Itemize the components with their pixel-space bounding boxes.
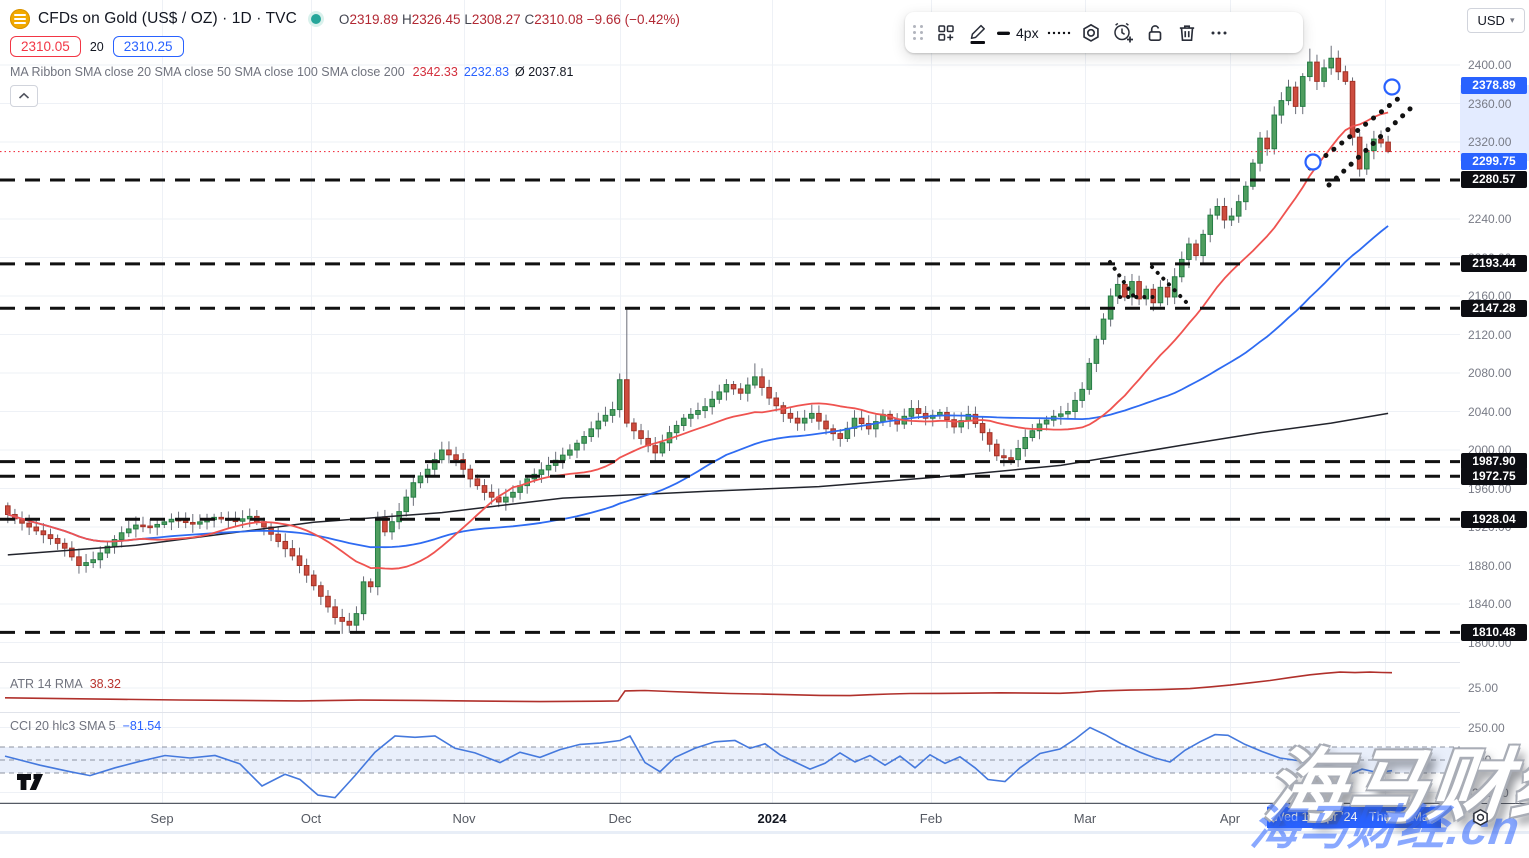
alert-clock-plus-icon: [1113, 22, 1133, 42]
line-width-value: 4px: [1016, 24, 1039, 41]
level-price-badge: 2280.57: [1461, 171, 1527, 189]
level-price-badge: 2193.44: [1461, 255, 1527, 273]
axis-tick: -250.00: [1468, 785, 1509, 800]
ma-ribbon-lines: [7, 111, 1389, 570]
time-axis-label: Sep: [150, 811, 174, 826]
add-to-template-button[interactable]: [930, 17, 962, 49]
line-width-button[interactable]: 4px: [994, 17, 1043, 49]
axis-tick: 2080.00: [1468, 366, 1512, 380]
axis-tick: 0.00: [1468, 753, 1492, 767]
axis-tick: 2160.00: [1468, 289, 1512, 303]
dotted-line-icon: [1047, 31, 1070, 34]
level-price-badge: 1972.75: [1461, 467, 1527, 485]
delete-button[interactable]: [1171, 17, 1203, 49]
window-bottom-strip: [0, 831, 1529, 834]
time-axis-label: Mar: [1073, 811, 1097, 826]
level-price-badge: 1810.48: [1461, 623, 1527, 641]
price-axis[interactable]: 2400.002360.002320.002240.002200.002160.…: [1460, 0, 1529, 803]
lock-button[interactable]: [1139, 17, 1171, 49]
axis-tick: 2240.00: [1468, 212, 1512, 226]
collapse-legend-button[interactable]: [10, 85, 38, 107]
selection-price-band: [1460, 85, 1529, 162]
sketch-drawing: [1108, 260, 1139, 303]
atr-legend[interactable]: ATR 14 RMA 38.32: [10, 677, 121, 691]
axis-tick: 250.00: [1468, 720, 1505, 735]
axis-tick: 25.00: [1468, 681, 1499, 695]
ellipsis-icon: [1211, 31, 1227, 34]
candlesticks: [5, 45, 1391, 634]
atr-value: 38.32: [89, 677, 121, 691]
time-axis-label: Dec: [608, 811, 632, 826]
cci-pane: [0, 726, 1460, 799]
buy-ask-button[interactable]: 2310.25: [112, 36, 184, 57]
drawing-price-badge: 2378.89: [1461, 76, 1527, 94]
axis-tick: 2400.00: [1468, 58, 1512, 72]
trash-icon: [1179, 24, 1194, 41]
time-axis-label: 2024: [757, 811, 787, 826]
cci-value: −81.54: [122, 719, 162, 733]
time-axis-label: Nov: [452, 811, 476, 826]
pane-separators: [0, 0, 1529, 805]
time-axis-label: Oct: [300, 811, 322, 826]
sell-bid-button[interactable]: 2310.05: [10, 36, 81, 57]
currency-selector[interactable]: USD ▾: [1467, 8, 1525, 33]
drawing-price-badge: 2299.75: [1461, 152, 1527, 170]
pencil-icon: [970, 24, 985, 44]
range-end-label: Thu 02 May '24: [1363, 807, 1441, 845]
drawing-toolbar: 4px: [905, 12, 1303, 53]
sma50-value: 2232.83: [463, 65, 510, 79]
axis-tick: 2040.00: [1468, 404, 1512, 419]
sma200-value: Ø 2037.81: [515, 65, 574, 79]
toolbar-drag-handle-icon[interactable]: [913, 25, 924, 40]
gear-hexagon-icon: [1082, 23, 1099, 42]
ma-ribbon-legend[interactable]: MA Ribbon SMA close 20 SMA close 50 SMA …: [10, 65, 574, 79]
add-alert-button[interactable]: [1107, 17, 1139, 49]
axis-tick: 2120.00: [1468, 327, 1512, 342]
axis-tick: 1880.00: [1468, 558, 1512, 573]
chart-legend: CFDs on Gold (US$ / OZ) · 1D · TVC O2319…: [10, 9, 680, 107]
line-width-icon: [997, 31, 1010, 35]
time-axis-label: Feb: [919, 811, 943, 826]
cci-legend[interactable]: CCI 20 hlc3 SMA 5 −81.54: [10, 719, 162, 733]
color-draw-button[interactable]: [962, 17, 994, 49]
level-price-badge: 1987.90: [1461, 453, 1527, 471]
sketch-drawing: [1150, 265, 1188, 304]
symbol-title[interactable]: CFDs on Gold (US$ / OZ) · 1D · TVC: [38, 10, 297, 27]
settings-button[interactable]: [1075, 17, 1107, 49]
axis-tick: 2360.00: [1468, 96, 1512, 111]
level-price-badge: 1928.04: [1461, 510, 1527, 528]
range-start-label: Wed 17 Apr '24: [1267, 807, 1363, 828]
main-chart-canvas[interactable]: [0, 0, 1529, 834]
trend-channel-drawing: [1108, 78, 1415, 304]
level-price-badge: 2147.28: [1461, 299, 1527, 317]
ohlc-values: O2319.89 H2326.45 L2308.27 C2310.08 −9.6…: [338, 11, 680, 27]
change-value: −9.66 (−0.42%): [586, 11, 680, 27]
gold-symbol-icon: [10, 9, 30, 29]
spread-value: 20: [89, 39, 104, 54]
time-axis-label: Apr: [1219, 811, 1241, 826]
chevron-down-icon: ▾: [1509, 15, 1515, 25]
grid-plus-icon: [938, 24, 954, 41]
more-options-button[interactable]: [1203, 17, 1235, 49]
atr-pane: [4, 671, 1393, 703]
support-resistance-levels: [0, 178, 1460, 634]
unlock-icon: [1148, 24, 1161, 41]
time-axis[interactable]: Wed 17 Apr '24 Thu 02 May '24 Sep Oct Nov D…: [0, 804, 1529, 845]
axis-tick: 1840.00: [1468, 597, 1512, 611]
grid-lines: [0, 0, 1460, 803]
market-open-dot-icon[interactable]: [310, 14, 321, 24]
axis-tick: 1960.00: [1468, 481, 1512, 496]
chevron-up-icon: [18, 92, 30, 99]
line-style-button[interactable]: [1043, 17, 1075, 49]
tradingview-logo-icon[interactable]: [16, 771, 52, 798]
axis-tick: 2320.00: [1468, 135, 1512, 149]
sma20-value: 2342.33: [412, 65, 458, 79]
axis-settings-gear-icon[interactable]: [1470, 807, 1491, 833]
